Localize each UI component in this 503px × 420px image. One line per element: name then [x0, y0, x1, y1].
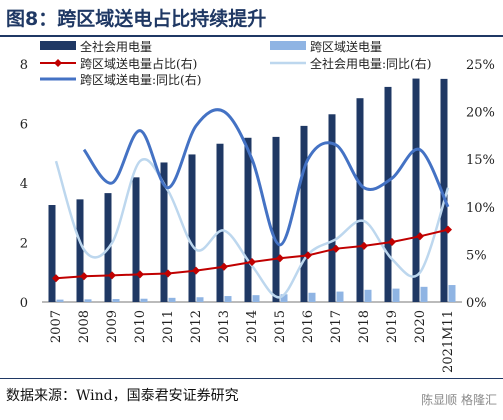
legend-share-marker	[54, 59, 62, 67]
y-right-tick-label: 20%	[466, 106, 495, 121]
x-tick-label: 2020	[413, 310, 428, 343]
bar-cross-region	[56, 299, 64, 302]
y-left-tick-label: 2	[20, 237, 28, 252]
x-tick-label: 2018	[357, 310, 372, 343]
share-point-marker	[192, 266, 200, 275]
y-left-tick-label: 4	[20, 177, 28, 192]
y-left-tick-label: 6	[20, 118, 28, 133]
share-point-marker	[108, 271, 116, 280]
bar-total-consumption	[384, 86, 392, 302]
x-tick-label: 2021M11	[441, 310, 456, 373]
x-tick-label: 2017	[329, 310, 344, 343]
footer-divider	[0, 378, 503, 379]
bar-total-consumption	[300, 125, 308, 302]
bar-cross-region	[308, 292, 316, 302]
bar-cross-region	[112, 299, 120, 302]
x-tick-label: 2015	[273, 310, 288, 343]
share-point-marker	[136, 270, 144, 279]
bar-total-consumption	[244, 137, 252, 302]
bar-cross-region	[252, 295, 260, 302]
bar-total-consumption	[188, 154, 196, 302]
bar-total-consumption	[328, 114, 336, 302]
bar-total-consumption	[272, 136, 280, 302]
bar-cross-region	[84, 299, 92, 302]
line-cross-region-yoy	[82, 108, 450, 247]
x-tick-label: 2009	[105, 310, 120, 343]
figure-title: 图8：跨区域送电占比持续提升	[6, 8, 267, 30]
bar-cross-region	[196, 297, 204, 302]
y-left-tick-label: 0	[20, 296, 28, 311]
chart-axes: 0 2 4 6 8 0% 5% 10% 15% 20% 25% 2007 2008 2009 2010 201…	[20, 58, 495, 373]
legend-total-yoy-label: 全社会用电量:同比(右)	[310, 56, 431, 71]
x-tick-label: 2013	[217, 310, 232, 343]
chart-plot	[48, 78, 456, 303]
share-point-marker	[416, 232, 424, 241]
watermark: 陈显顺 格隆汇	[421, 393, 497, 407]
legend-cross-swatch	[270, 41, 306, 50]
share-point-marker	[304, 251, 312, 260]
source-note: 数据来源：Wind，国泰君安证券研究	[6, 388, 239, 404]
y-left-tick-label: 8	[20, 58, 28, 73]
share-point-marker	[220, 262, 228, 271]
share-point-marker	[332, 244, 340, 253]
share-point-marker	[444, 225, 452, 234]
bar-total-consumption	[412, 78, 420, 302]
bar-total-consumption	[132, 177, 140, 302]
bar-total-consumption	[356, 98, 364, 303]
y-right-tick-label: 5%	[466, 248, 487, 263]
title-divider	[0, 35, 503, 37]
share-point-marker	[80, 272, 88, 281]
bar-cross-region	[168, 297, 176, 302]
bar-total-consumption	[48, 205, 56, 302]
bar-cross-region	[336, 291, 344, 302]
share-point-marker	[276, 254, 284, 263]
legend-cross-label: 跨区域送电量	[310, 39, 382, 54]
bar-cross-region	[280, 294, 288, 302]
bar-total-consumption	[216, 143, 224, 302]
x-tick-label: 2010	[133, 310, 148, 343]
x-tick-label: 2012	[189, 310, 204, 343]
y-right-tick-label: 15%	[466, 153, 495, 168]
bar-cross-region	[448, 285, 456, 302]
bar-cross-region	[224, 296, 232, 302]
bar-total-consumption	[440, 78, 448, 302]
bar-cross-region	[392, 288, 400, 302]
legend-share-label: 跨区域送电量占比(右)	[80, 56, 197, 71]
bar-cross-region	[420, 286, 428, 302]
bar-total-consumption	[76, 199, 84, 302]
x-tick-label: 2007	[49, 310, 64, 343]
share-point-marker	[164, 269, 172, 278]
y-right-tick-label: 10%	[466, 201, 495, 216]
bar-cross-region	[364, 289, 372, 302]
x-tick-label: 2019	[385, 310, 400, 343]
x-tick-label: 2011	[161, 310, 176, 343]
bar-cross-region	[140, 298, 148, 302]
y-right-tick-label: 25%	[466, 58, 495, 73]
x-tick-label: 2016	[301, 310, 316, 343]
share-point-marker	[248, 258, 256, 267]
share-point-marker	[360, 241, 368, 250]
legend-total-label: 全社会用电量	[80, 39, 152, 54]
share-point-marker	[52, 274, 60, 283]
bar-total-consumption	[160, 162, 168, 302]
x-tick-label: 2008	[77, 310, 92, 343]
y-right-tick-label: 0%	[466, 296, 487, 311]
legend-total-swatch	[40, 41, 76, 50]
legend-cross-yoy-label: 跨区域送电量:同比(右)	[80, 72, 201, 87]
x-tick-label: 2014	[245, 310, 260, 343]
share-point-marker	[388, 238, 396, 247]
